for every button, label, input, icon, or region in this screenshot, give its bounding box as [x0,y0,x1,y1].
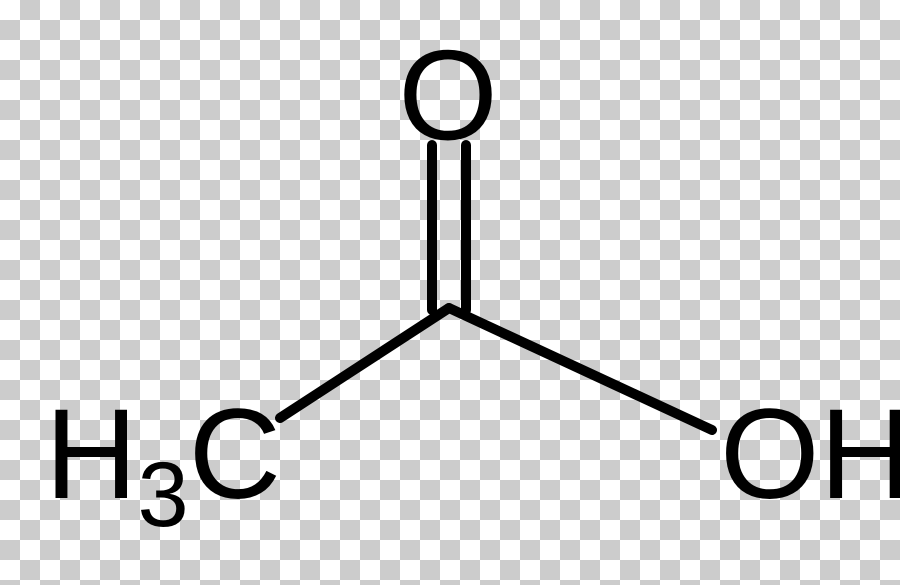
chemical-structure-diagram: O H3C OH [0,0,900,585]
atom-label-hydroxyl: OH [720,383,900,526]
structure-svg: O H3C OH [0,0,900,585]
atom-label-methyl: H3C [45,383,281,546]
single-bond-to-hydroxyl [449,308,712,430]
atom-label-oxygen-top: O [398,25,498,168]
single-bond-to-methyl [280,308,449,418]
